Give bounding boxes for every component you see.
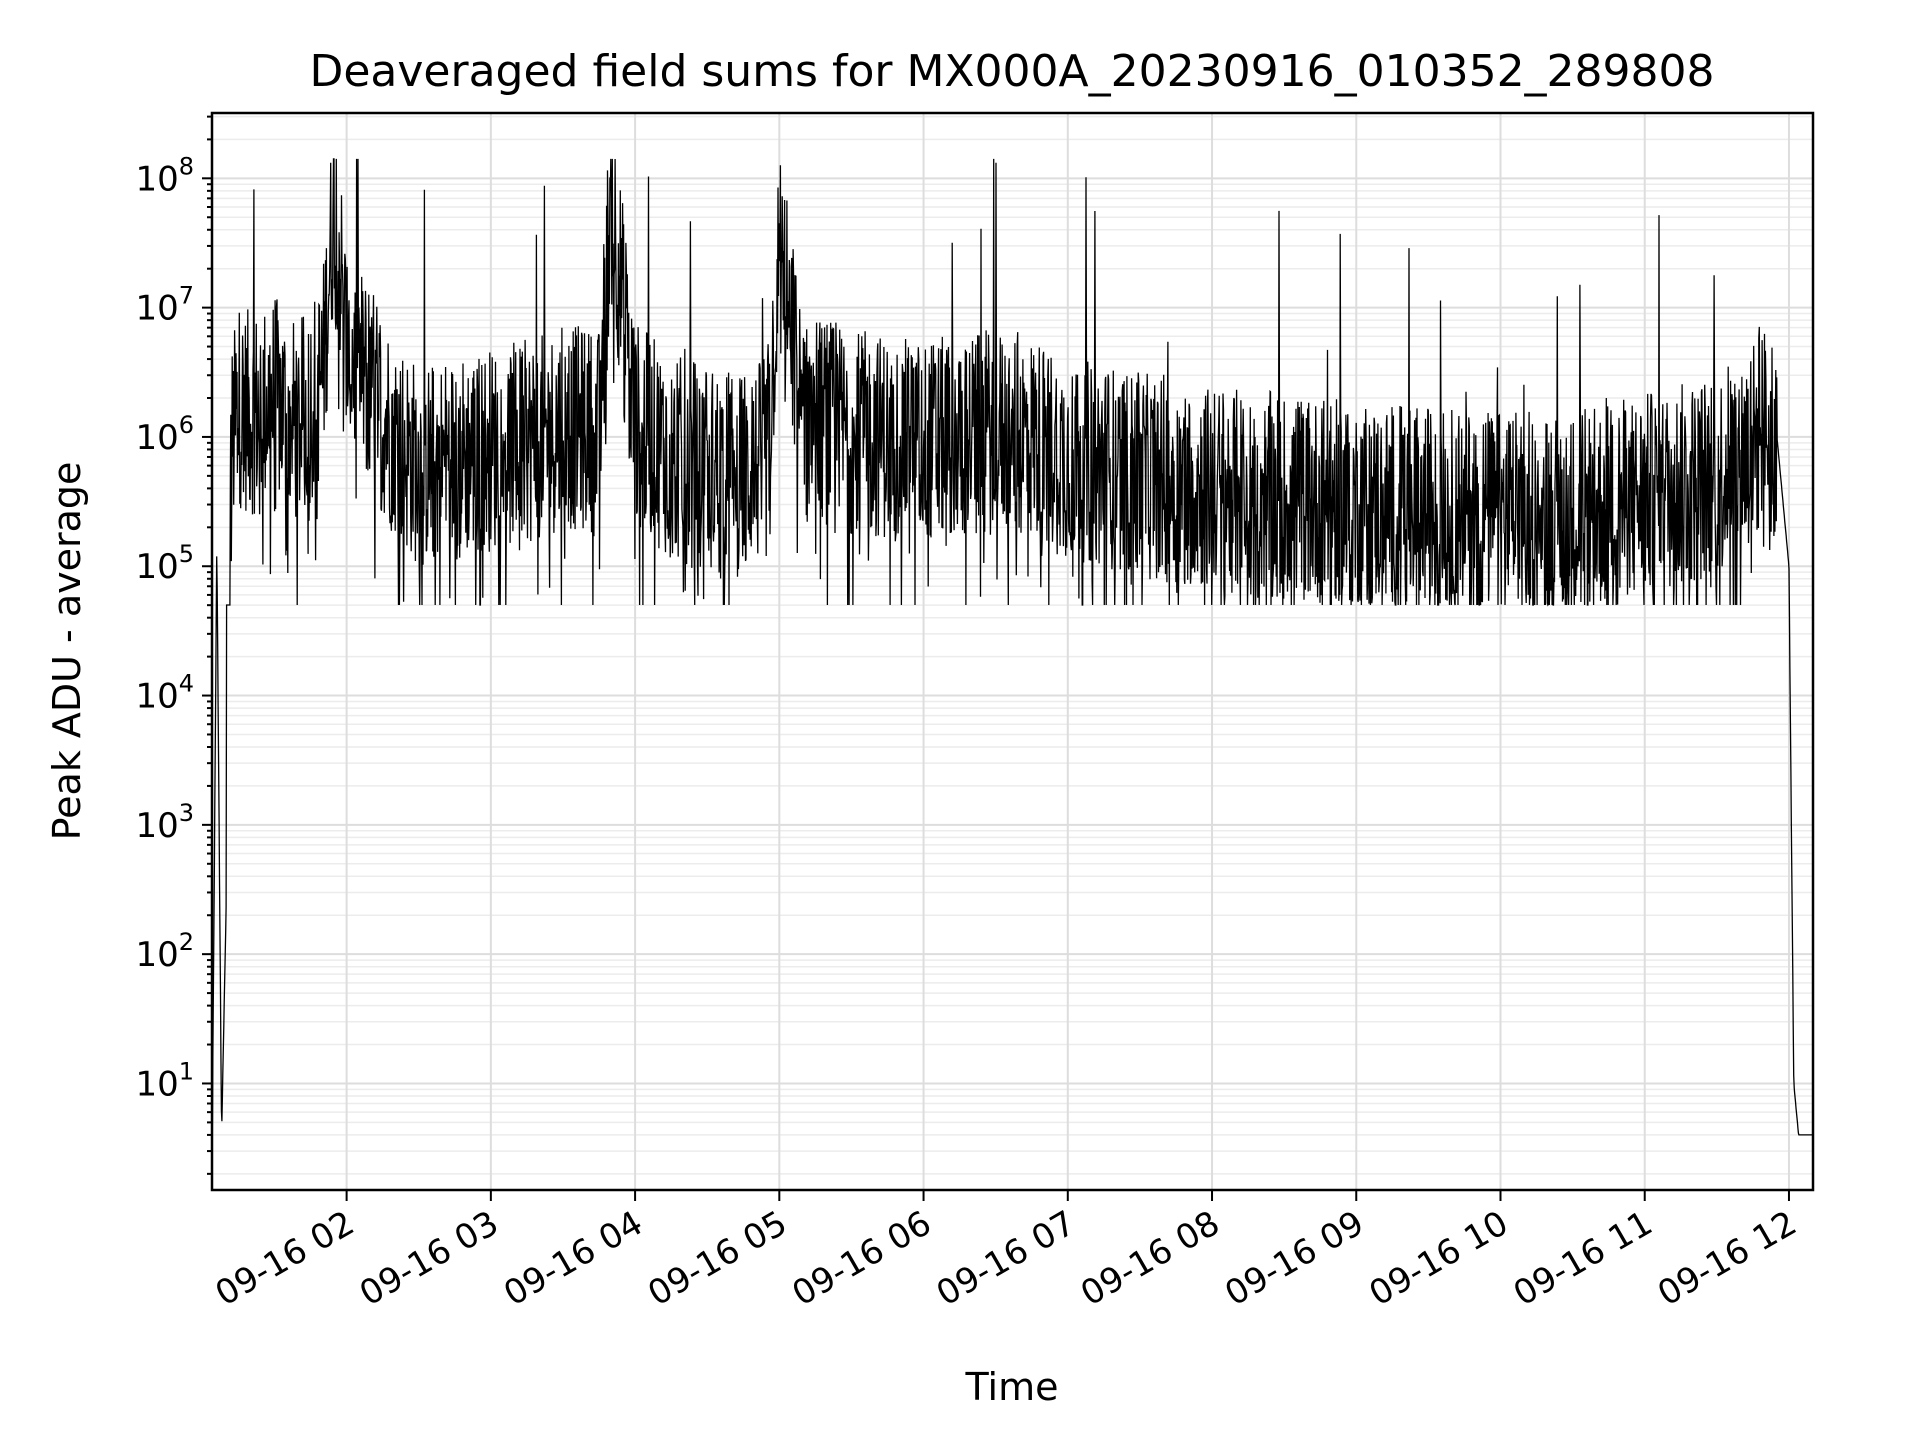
x-tick-label: 09-16 10 <box>1363 1203 1515 1314</box>
x-tick-label: 09-16 04 <box>497 1203 649 1314</box>
y-tick-label: 102 <box>135 928 194 975</box>
plot-line-group <box>211 158 1813 1174</box>
y-tick-label: 106 <box>135 411 194 458</box>
series-line <box>211 158 1813 1174</box>
y-tick-label: 108 <box>135 152 194 199</box>
chart-title: Deaveraged field sums for MX000A_2023091… <box>309 46 1714 97</box>
x-tick-label: 09-16 07 <box>930 1203 1082 1314</box>
x-tick-label: 09-16 12 <box>1651 1203 1803 1314</box>
x-tick-label: 09-16 09 <box>1218 1203 1370 1314</box>
grid <box>212 113 1813 1190</box>
plot-frame <box>210 111 1815 1192</box>
x-tick-label: 09-16 05 <box>641 1203 793 1314</box>
y-axis: 101 102 103 104 105 106 107 108 <box>135 115 212 1175</box>
y-axis-label: Peak ADU - average <box>45 462 89 841</box>
x-tick-label: 09-16 03 <box>353 1203 505 1314</box>
y-tick-label: 103 <box>135 799 194 846</box>
x-tick-label: 09-16 02 <box>209 1203 361 1314</box>
x-tick-label: 09-16 11 <box>1507 1203 1659 1314</box>
x-axis-label: Time <box>965 1365 1059 1409</box>
x-tick-label: 09-16 06 <box>786 1203 938 1314</box>
x-tick-label: 09-16 08 <box>1074 1203 1226 1314</box>
y-tick-label: 107 <box>135 282 194 329</box>
y-tick-label: 104 <box>135 670 194 717</box>
y-tick-label: 105 <box>135 540 194 587</box>
y-tick-label: 101 <box>135 1057 194 1104</box>
